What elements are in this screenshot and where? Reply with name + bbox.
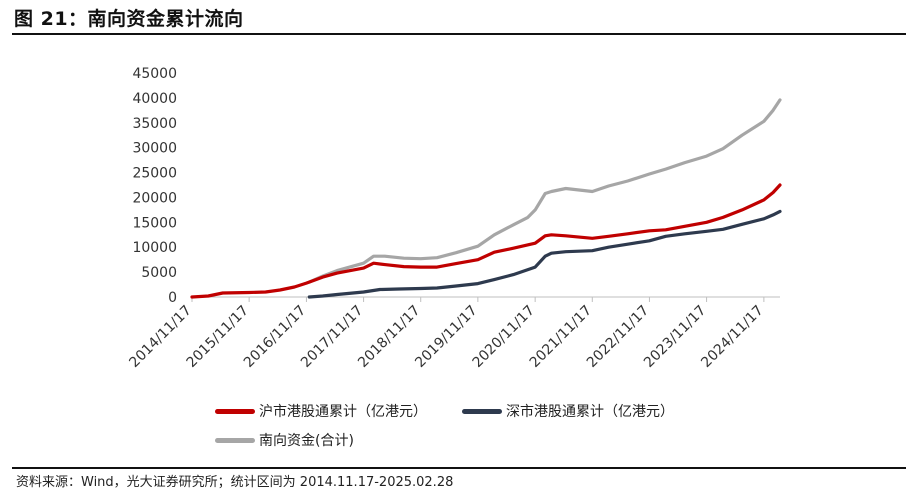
legend-item-shanghai: 沪市港股通累计（亿港元） bbox=[215, 401, 427, 421]
y-tick-label: 30000 bbox=[132, 141, 177, 157]
legend-item-shenzhen: 深市港股通累计（亿港元） bbox=[462, 401, 674, 421]
x-tick-label: 2024/11/17 bbox=[698, 303, 766, 371]
y-tick-label: 45000 bbox=[132, 66, 177, 82]
series-line-shenzhen bbox=[307, 209, 782, 299]
y-tick-label: 40000 bbox=[132, 91, 177, 107]
legend-item-total: 南向资金(合计) bbox=[215, 430, 354, 450]
series-line-shanghai bbox=[190, 183, 782, 299]
y-tick-label: 5000 bbox=[141, 265, 177, 281]
legend-label-shanghai: 沪市港股通累计（亿港元） bbox=[259, 404, 427, 420]
y-tick-label: 15000 bbox=[132, 215, 177, 231]
y-tick-label: 25000 bbox=[132, 166, 177, 182]
legend-swatch-total bbox=[215, 437, 255, 443]
legend-label-shenzhen: 深市港股通累计（亿港元） bbox=[506, 404, 674, 420]
bottom-rule bbox=[12, 467, 906, 469]
legend-swatch-shanghai bbox=[215, 408, 255, 414]
legend-label-total: 南向资金(合计) bbox=[259, 433, 354, 449]
y-tick-label: 20000 bbox=[132, 190, 177, 206]
top-rule bbox=[12, 33, 906, 35]
legend-swatch-shenzhen bbox=[462, 408, 502, 414]
figure-title: 图 21：南向资金累计流向 bbox=[14, 8, 244, 30]
source-note: 资料来源：Wind，光大证券研究所；统计区间为 2014.11.17-2025.… bbox=[16, 475, 454, 490]
y-tick-label: 10000 bbox=[132, 240, 177, 256]
series-line-total bbox=[307, 98, 782, 284]
y-tick-label: 0 bbox=[168, 290, 177, 306]
y-tick-label: 35000 bbox=[132, 116, 177, 132]
